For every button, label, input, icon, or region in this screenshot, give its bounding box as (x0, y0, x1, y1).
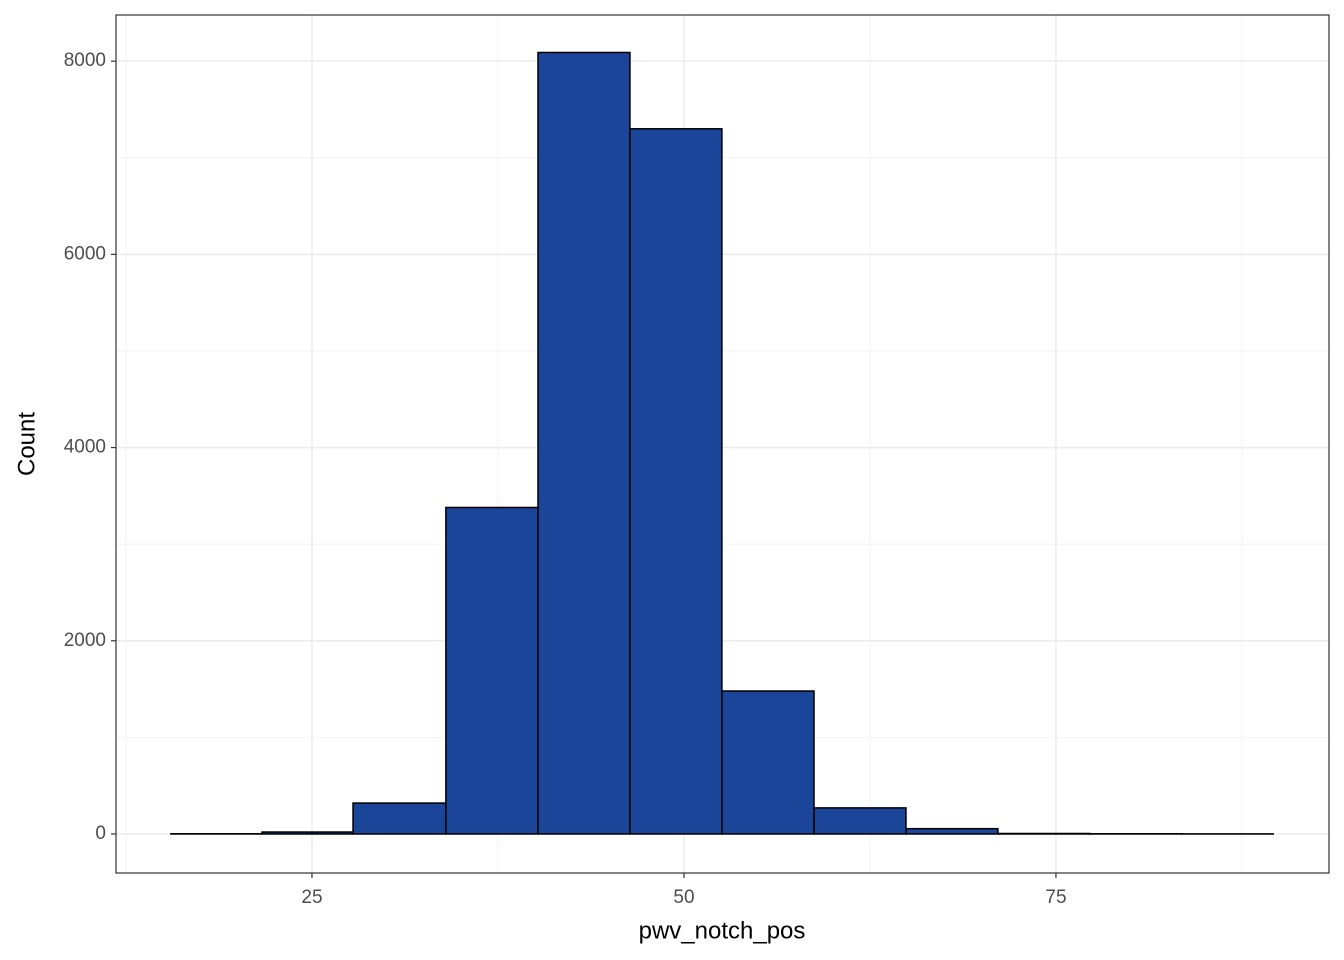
bar (629, 128, 723, 835)
x-axis-title: pwv_notch_pos (639, 917, 806, 944)
bar (537, 51, 631, 835)
x-tick-label: 25 (301, 887, 322, 908)
bar (445, 506, 539, 835)
y-axis-title: Count (13, 412, 40, 476)
bar (905, 827, 999, 835)
bar (721, 690, 815, 835)
panel-border (115, 14, 1330, 874)
y-tick-label: 2000 (64, 630, 106, 651)
x-tick-label: 50 (673, 887, 694, 908)
y-tick-label: 4000 (64, 437, 106, 458)
bars (170, 51, 1274, 835)
y-tick-label: 6000 (64, 243, 106, 264)
y-tick-label: 0 (95, 823, 106, 844)
bar (261, 831, 354, 835)
bar (352, 802, 447, 835)
y-tick-label: 8000 (64, 50, 106, 71)
x-tick-label: 75 (1045, 887, 1066, 908)
bar (813, 807, 907, 835)
